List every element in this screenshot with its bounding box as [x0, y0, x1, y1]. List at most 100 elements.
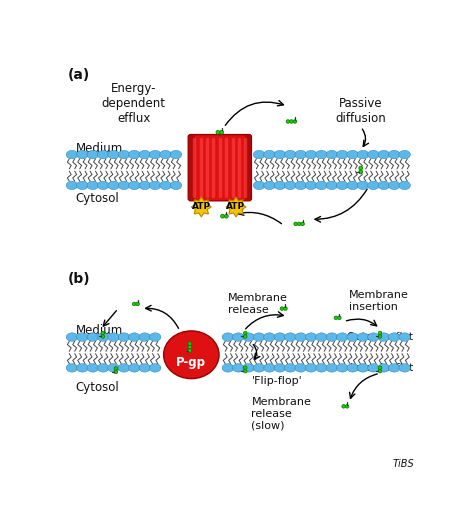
Ellipse shape: [66, 150, 78, 159]
Circle shape: [378, 370, 382, 373]
Ellipse shape: [66, 181, 78, 190]
Ellipse shape: [108, 364, 119, 372]
Ellipse shape: [170, 150, 182, 159]
Ellipse shape: [97, 333, 109, 341]
Ellipse shape: [305, 181, 317, 190]
Ellipse shape: [87, 181, 99, 190]
Ellipse shape: [97, 364, 109, 372]
Text: Cytosol: Cytosol: [76, 192, 119, 205]
Ellipse shape: [399, 181, 410, 190]
Ellipse shape: [305, 364, 317, 372]
Text: Outer leaflet: Outer leaflet: [347, 332, 413, 342]
Ellipse shape: [274, 364, 286, 372]
Ellipse shape: [399, 150, 410, 159]
Ellipse shape: [139, 333, 151, 341]
Ellipse shape: [305, 333, 317, 341]
Ellipse shape: [326, 333, 337, 341]
Circle shape: [114, 367, 118, 370]
Circle shape: [378, 366, 382, 370]
Ellipse shape: [243, 333, 255, 341]
Text: Inner leaflet: Inner leaflet: [350, 363, 413, 373]
Polygon shape: [191, 197, 211, 217]
Ellipse shape: [347, 364, 358, 372]
Ellipse shape: [77, 333, 88, 341]
Circle shape: [244, 370, 247, 373]
Ellipse shape: [164, 331, 219, 379]
Ellipse shape: [389, 333, 400, 341]
Ellipse shape: [326, 181, 337, 190]
Ellipse shape: [284, 150, 296, 159]
Ellipse shape: [118, 364, 130, 372]
Ellipse shape: [368, 364, 379, 372]
Circle shape: [132, 302, 136, 306]
FancyBboxPatch shape: [188, 134, 251, 201]
Ellipse shape: [77, 364, 88, 372]
Ellipse shape: [222, 333, 234, 341]
Polygon shape: [226, 197, 246, 217]
Circle shape: [244, 335, 247, 338]
Ellipse shape: [305, 150, 317, 159]
Circle shape: [359, 170, 363, 174]
Ellipse shape: [128, 150, 140, 159]
Circle shape: [286, 119, 290, 123]
Ellipse shape: [347, 150, 358, 159]
Text: Energy-
dependent
efflux: Energy- dependent efflux: [101, 82, 165, 125]
Ellipse shape: [295, 150, 307, 159]
Ellipse shape: [149, 181, 161, 190]
Ellipse shape: [389, 150, 400, 159]
Ellipse shape: [118, 181, 130, 190]
Ellipse shape: [87, 150, 99, 159]
Ellipse shape: [378, 181, 390, 190]
Circle shape: [188, 345, 191, 349]
Ellipse shape: [274, 150, 286, 159]
Ellipse shape: [108, 150, 119, 159]
Ellipse shape: [389, 181, 400, 190]
Ellipse shape: [399, 364, 410, 372]
Ellipse shape: [233, 364, 244, 372]
Ellipse shape: [77, 150, 88, 159]
Ellipse shape: [222, 364, 234, 372]
Circle shape: [188, 349, 191, 353]
Ellipse shape: [274, 333, 286, 341]
Ellipse shape: [149, 333, 161, 341]
Circle shape: [114, 370, 118, 374]
Ellipse shape: [316, 181, 327, 190]
Text: Membrane
release
(slow): Membrane release (slow): [251, 398, 311, 431]
Ellipse shape: [337, 364, 348, 372]
Circle shape: [334, 316, 337, 320]
Circle shape: [378, 335, 382, 338]
Text: 'Flip-flop': 'Flip-flop': [251, 376, 302, 386]
Ellipse shape: [295, 333, 307, 341]
Ellipse shape: [139, 364, 151, 372]
Ellipse shape: [347, 333, 358, 341]
Circle shape: [345, 405, 349, 408]
Circle shape: [101, 331, 105, 335]
Ellipse shape: [97, 150, 109, 159]
Ellipse shape: [264, 333, 275, 341]
Ellipse shape: [160, 150, 171, 159]
Ellipse shape: [264, 181, 275, 190]
Circle shape: [290, 119, 293, 123]
Circle shape: [294, 222, 298, 226]
Ellipse shape: [368, 150, 379, 159]
Ellipse shape: [170, 181, 182, 190]
Ellipse shape: [337, 181, 348, 190]
Circle shape: [136, 302, 139, 306]
Ellipse shape: [139, 181, 151, 190]
Text: ATP: ATP: [227, 202, 246, 211]
Ellipse shape: [357, 150, 369, 159]
Text: Medium: Medium: [76, 324, 123, 337]
Ellipse shape: [316, 333, 327, 341]
Ellipse shape: [389, 364, 400, 372]
Ellipse shape: [66, 364, 78, 372]
Circle shape: [359, 166, 363, 170]
Circle shape: [280, 307, 284, 310]
Text: Cytosol: Cytosol: [76, 381, 119, 393]
Ellipse shape: [139, 150, 151, 159]
Ellipse shape: [253, 333, 265, 341]
Circle shape: [297, 222, 301, 226]
Ellipse shape: [108, 333, 119, 341]
Text: (a): (a): [68, 68, 91, 82]
Circle shape: [244, 331, 247, 335]
Ellipse shape: [233, 333, 244, 341]
